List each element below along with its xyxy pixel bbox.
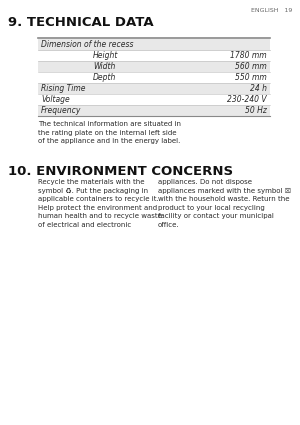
Bar [38,105,270,116]
Text: 50 Hz: 50 Hz [245,106,267,115]
Text: 10. ENVIRONMENT CONCERNS: 10. ENVIRONMENT CONCERNS [8,165,233,178]
Text: The technical information are situated in
the rating plate on the internal left : The technical information are situated i… [38,121,181,144]
Bar [38,39,270,50]
Text: 1780 mm: 1780 mm [230,51,267,60]
Text: Height: Height [93,51,118,60]
Text: 230-240 V: 230-240 V [227,95,267,104]
Text: appliances. Do not dispose
appliances marked with the symbol ☒
with the househol: appliances. Do not dispose appliances ma… [158,179,291,227]
Text: Dimension of the recess: Dimension of the recess [41,40,134,49]
Text: Frequency: Frequency [41,106,81,115]
Text: Recycle the materials with the
symbol ♻. Put the packaging in
applicable contain: Recycle the materials with the symbol ♻.… [38,179,162,227]
Text: Depth: Depth [93,73,116,82]
Bar [38,83,270,94]
Text: ENGLISH   19: ENGLISH 19 [250,8,292,13]
Text: 24 h: 24 h [250,84,267,93]
Text: Voltage: Voltage [41,95,70,104]
Text: Width: Width [93,62,116,71]
Text: Rising Time: Rising Time [41,84,86,93]
Text: 550 mm: 550 mm [235,73,267,82]
Text: 9. TECHNICAL DATA: 9. TECHNICAL DATA [8,16,154,29]
Bar [38,61,270,72]
Text: 560 mm: 560 mm [235,62,267,71]
